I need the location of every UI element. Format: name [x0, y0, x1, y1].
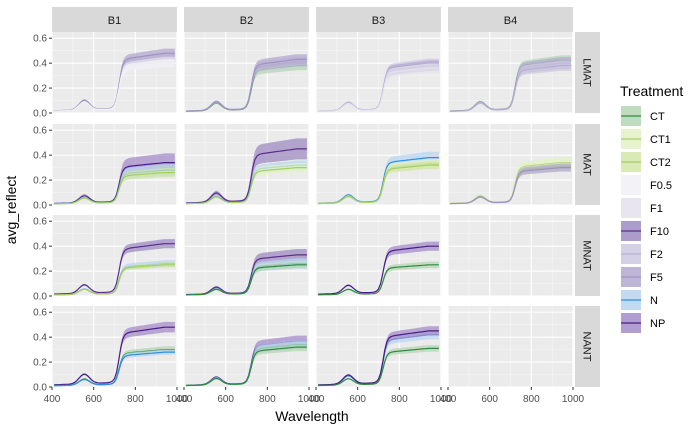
legend-label: F5 [650, 272, 663, 284]
strip-col-label: B1 [108, 15, 121, 27]
strip-col-B1 [52, 7, 177, 32]
x-tick-label: 1000 [166, 394, 189, 405]
x-tick-label: 400 [176, 394, 193, 405]
band-F5-LMAT-B1 [54, 48, 175, 111]
y-tick-label: 0.2 [33, 267, 47, 278]
legend-label: CT1 [650, 134, 671, 146]
line-CT-MNAT-B3 [318, 264, 439, 296]
line-F2-LMAT-B4 [450, 65, 571, 112]
line-CT-MNAT-B2 [186, 264, 307, 296]
y-tick-label: 0.6 [33, 126, 47, 137]
line-CT2-MAT-B3 [318, 164, 439, 205]
strip-row-LMAT [575, 32, 600, 113]
x-tick-label: 600 [217, 394, 234, 405]
band-NP-NANT-B1 [54, 321, 175, 385]
y-axis-title: avg_reflect [3, 176, 19, 245]
line-N-NANT-B1 [54, 351, 175, 387]
y-tick-label: 0.4 [33, 151, 47, 162]
strip-col-B3 [316, 7, 441, 32]
panel-layer [51, 32, 574, 388]
legend-label: F2 [650, 249, 663, 261]
x-tick-label: 600 [349, 394, 366, 405]
line-NP-NANT-B1 [54, 326, 175, 386]
x-tick-label: 600 [481, 394, 498, 405]
band-CT2-MAT-B1 [54, 168, 175, 204]
band-CT1-MAT-B2 [186, 163, 307, 204]
x-tick-label: 400 [44, 394, 61, 405]
strip-col-B4 [448, 7, 573, 32]
x-tick-label: 400 [308, 394, 325, 405]
x-tick-label: 600 [85, 394, 102, 405]
strip-col-label: B4 [504, 15, 517, 27]
y-tick-label: 0.0 [33, 109, 47, 120]
legend-label: CT [650, 111, 665, 123]
strip-row-MAT [575, 124, 600, 205]
strip-col-B2 [184, 7, 309, 32]
line-CT2-MNAT-B1 [54, 264, 175, 296]
legend-label: N [650, 295, 658, 307]
legend-label: F1 [650, 203, 663, 215]
y-tick-label: 0.4 [33, 333, 47, 344]
line-CT-NANT-B3 [318, 347, 439, 387]
y-tick-label: 0.6 [33, 217, 47, 228]
x-tick-label: 1000 [298, 394, 321, 405]
band-F0.5-LMAT-B1 [54, 59, 175, 112]
legend-title: Treatment [620, 83, 683, 99]
line-CT-NANT-B2 [186, 346, 307, 387]
line-F10-MNAT-B1 [54, 243, 175, 295]
strip-row-label: MNAT [581, 240, 593, 271]
x-tick-label: 800 [127, 394, 144, 405]
x-tick-label: 400 [440, 394, 457, 405]
strip-row-NANT [575, 306, 600, 387]
legend-label: F10 [650, 226, 669, 238]
line-F0.5-LMAT-B1 [54, 62, 175, 112]
y-tick-label: 0.0 [33, 292, 47, 303]
strip-row-MNAT [575, 215, 600, 296]
line-NP-NANT-B3 [318, 330, 439, 386]
x-tick-label: 800 [391, 394, 408, 405]
y-tick-label: 0.6 [33, 308, 47, 319]
line-CT2-MAT-B1 [54, 172, 175, 205]
band-NP-NANT-B3 [318, 326, 439, 386]
x-tick-label: 1000 [562, 394, 585, 405]
x-tick-label: 800 [259, 394, 276, 405]
axis-layer: 0.0 0.2 0.4 0.6 0.0 0.2 0.4 0.6 0.0 0.2 0.4 0.6 400 6… [33, 34, 584, 405]
band-F10-MNAT-B1 [54, 239, 175, 295]
band-N-NANT-B1 [54, 349, 175, 386]
legend-label: F0.5 [650, 180, 672, 192]
y-tick-label: 0.4 [33, 59, 47, 70]
y-tick-label: 0.4 [33, 242, 47, 253]
line-F5-LMAT-B2 [186, 58, 307, 112]
legend-label: NP [650, 318, 665, 330]
strip-row-label: NANT [581, 332, 593, 362]
line-F1-LMAT-B3 [318, 67, 439, 112]
line-F5-MAT-B4 [450, 167, 571, 205]
strip-col-label: B3 [372, 15, 385, 27]
strip-layer: B1 B2 B3 B4 LMAT MAT MNAT NANT [52, 7, 600, 387]
legend-key-F0.5 [621, 175, 641, 195]
band-F10-MAT-B2 [186, 138, 307, 204]
line-NP-MNAT-B3 [318, 245, 439, 295]
strip-col-label: B2 [240, 15, 253, 27]
band-NP-MAT-B1 [54, 153, 175, 204]
y-tick-label: 0.0 [33, 383, 47, 394]
y-tick-label: 0.2 [33, 84, 47, 95]
strip-row-label: LMAT [581, 58, 593, 87]
y-tick-label: 0.6 [33, 34, 47, 45]
line-CT1-MAT-B2 [186, 167, 307, 205]
legend-key-F1 [621, 198, 641, 218]
strip-row-label: MAT [581, 153, 593, 176]
x-axis-title: Wavelength [275, 408, 348, 424]
legend: Treatment CT CT1 CT2 F0.5 F1 F10 F2 F5 N NP [620, 83, 683, 333]
legend-label: CT2 [650, 157, 671, 169]
line-F10-MNAT-B2 [186, 254, 307, 296]
y-tick-label: 0.2 [33, 176, 47, 187]
y-tick-label: 0.2 [33, 358, 47, 369]
x-tick-label: 800 [523, 394, 540, 405]
line-F10-MAT-B2 [186, 148, 307, 204]
x-tick-label: 1000 [430, 394, 453, 405]
y-tick-label: 0.0 [33, 201, 47, 212]
